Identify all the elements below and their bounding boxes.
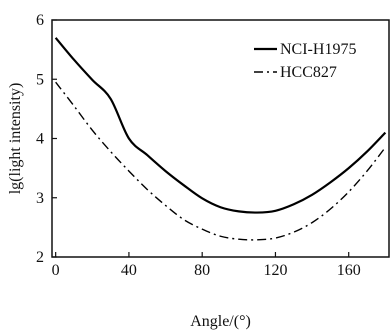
y-tick-label: 2 [36, 249, 44, 266]
tick-labels: 0 40 80 120 160 2 3 4 5 6 [36, 12, 361, 279]
tick-marks [52, 19, 350, 258]
x-tick-label: 120 [263, 262, 287, 279]
y-axis-label: lg(light intensity) [7, 83, 24, 195]
y-tick-label: 6 [36, 12, 44, 29]
x-tick-label: 80 [194, 262, 210, 279]
x-tick-label: 40 [121, 262, 137, 279]
legend: NCI-H1975 HCC827 [254, 41, 356, 81]
legend-label-nci-h1975: NCI-H1975 [280, 41, 356, 58]
y-tick-label: 3 [36, 190, 44, 207]
series-line-nci-h1975 [54, 37, 387, 214]
x-tick-label: 0 [52, 262, 60, 279]
x-tick-label: 160 [337, 262, 361, 279]
series-line-hcc827 [55, 81, 386, 241]
y-tick-label: 4 [36, 131, 44, 148]
series-lines [54, 37, 387, 241]
x-axis-label: Angle/(°) [190, 313, 251, 330]
legend-label-hcc827: HCC827 [280, 64, 337, 81]
y-tick-label: 5 [36, 71, 44, 88]
